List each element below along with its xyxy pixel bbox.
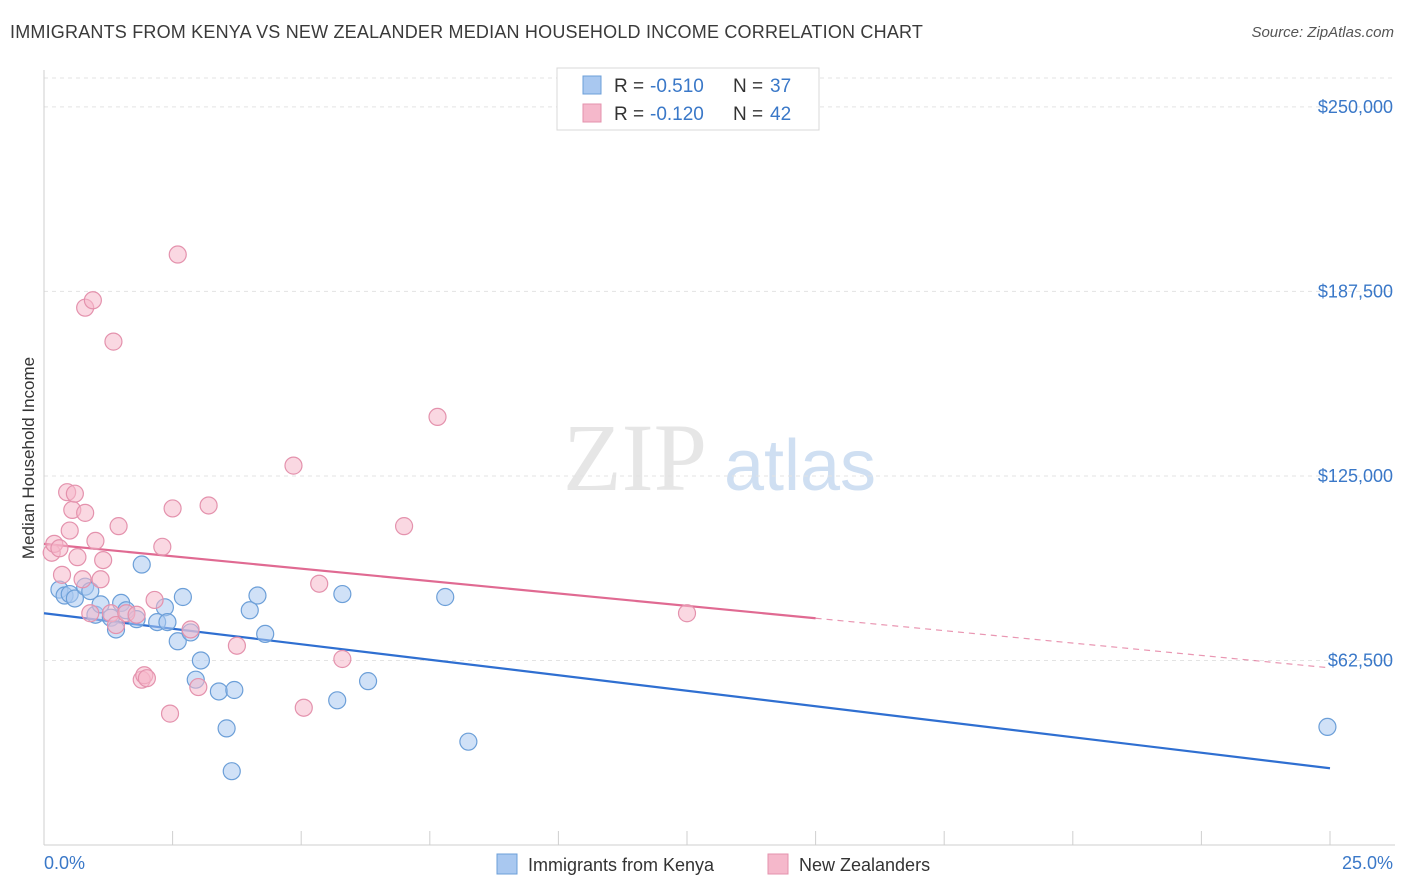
bottom-legend-label-nz: New Zealanders [799,855,930,875]
point-kenya-33 [459,732,478,751]
chart-title: IMMIGRANTS FROM KENYA VS NEW ZEALANDER M… [10,22,924,42]
point-nz-13 [91,570,110,589]
point-nz-2 [50,539,69,558]
point-nz-41 [153,537,172,556]
bottom-legend-swatch-nz [767,853,789,875]
legend-swatch-nz [582,103,602,123]
legend-r-value-nz: -0.120 [650,104,704,125]
watermark-zip: ZIP [563,404,707,511]
point-kenya-30 [333,584,352,604]
point-nz-24 [160,704,180,723]
point-kenya-21 [191,651,210,670]
legend-swatch-kenya [582,75,602,95]
axes [43,70,1395,846]
point-nz-7 [65,484,84,503]
legend-r-label-kenya: R = [614,76,644,97]
point-nz-37 [677,604,697,623]
point-nz-11 [81,604,100,623]
point-nz-16 [106,615,126,635]
watermark-atlas: atlas [724,426,876,506]
point-kenya-24 [222,762,241,781]
point-nz-23 [145,590,164,610]
point-nz-30 [227,636,246,655]
point-kenya-32 [436,587,455,607]
point-nz-40 [104,332,123,351]
point-nz-12 [86,531,105,551]
point-nz-33 [310,574,329,593]
point-nz-19 [127,605,146,624]
point-nz-5 [60,521,79,540]
tick-labels: $62,500 $125,000 $187,500 $250,000 0.0% 25.0% [44,97,1393,873]
point-nz-35 [394,517,414,536]
point-kenya-25 [225,680,244,700]
y-tick-label-0: $62,500 [1328,650,1393,670]
bottom-legend-label-kenya: Immigrants from Kenya [528,855,715,875]
trend-line-dashed-1 [815,617,1331,669]
point-kenya-17 [168,632,187,651]
source-label: Source: ZipAtlas.com [1251,24,1394,41]
y-axis-title: Median Household Income [19,357,38,559]
legend-r-label-nz: R = [614,104,644,125]
bottom-legend-swatch-kenya [496,853,518,875]
point-nz-32 [294,698,313,717]
point-nz-36 [428,407,447,427]
point-kenya-18 [173,587,192,607]
data-points [42,245,1337,781]
point-kenya-13 [132,555,151,574]
legend-n-value-nz: 42 [770,104,791,125]
point-kenya-22 [209,682,228,701]
point-nz-14 [94,550,113,570]
point-nz-31 [284,456,303,475]
legend-n-label-kenya: N = [733,76,763,97]
point-nz-17 [109,517,128,536]
point-nz-27 [181,620,200,639]
point-nz-34 [333,649,352,669]
point-nz-22 [137,669,156,688]
point-nz-28 [189,677,208,697]
point-kenya-34 [1318,717,1337,737]
point-kenya-26 [240,601,259,620]
point-kenya-31 [358,672,378,691]
point-nz-39 [83,291,102,310]
point-nz-3 [52,565,72,584]
y-tick-label-1: $125,000 [1318,466,1393,486]
grid-lines [44,77,1395,661]
point-kenya-28 [256,624,275,644]
point-kenya-29 [328,691,347,710]
y-tick-label-3: $250,000 [1318,97,1393,117]
point-kenya-3 [65,589,84,608]
point-nz-10 [76,503,95,522]
point-nz-8 [68,548,87,567]
point-nz-26 [168,245,187,264]
legend-n-label-nz: N = [733,104,763,125]
point-nz-25 [163,499,182,518]
x-tick-label-1: 25.0% [1342,853,1393,873]
x-tick-label-0: 0.0% [44,853,85,873]
bottom-legend: Immigrants from Kenya New Zealanders [496,853,930,875]
point-kenya-23 [217,719,236,738]
top-legend: R = -0.510 N = 37 R = -0.120 N = 42 [556,67,820,131]
point-nz-9 [73,570,92,589]
trend-lines [43,542,1331,770]
point-kenya-16 [158,612,177,632]
point-kenya-27 [248,586,267,605]
legend-r-value-kenya: -0.510 [650,76,704,97]
legend-n-value-kenya: 37 [770,76,791,97]
point-nz-29 [199,496,218,515]
y-tick-label-2: $187,500 [1318,281,1393,301]
